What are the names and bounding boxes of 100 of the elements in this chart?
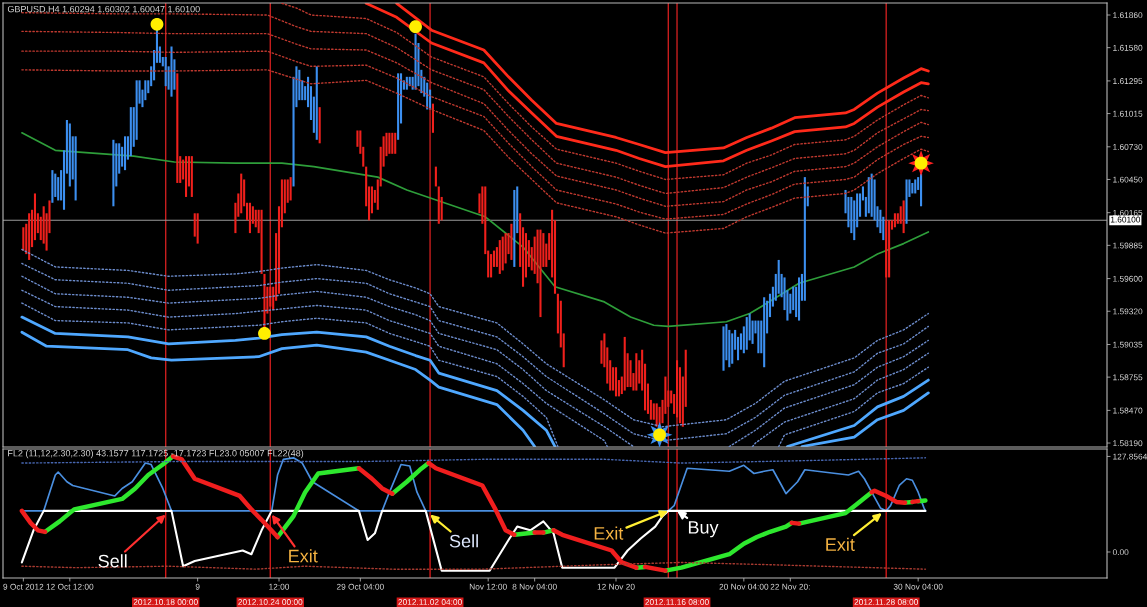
line-series — [21, 30, 930, 207]
point — [150, 17, 164, 31]
bar — [888, 220, 891, 278]
bar — [893, 213, 896, 228]
bar — [490, 254, 493, 278]
bar — [28, 213, 31, 260]
ref-line-label: 2012.10.18 00:00 — [133, 599, 198, 605]
annotation: Exit — [289, 549, 318, 563]
y-tick-label: 1.61580 — [1113, 44, 1143, 51]
bar — [318, 107, 321, 144]
ref-line-label: 1.60100 — [1110, 216, 1141, 223]
line-series — [281, 3, 930, 181]
bar — [655, 403, 658, 427]
y-tick-label: 1.58190 — [1113, 440, 1143, 447]
y-tick-label: 1.59035 — [1113, 341, 1143, 348]
bar — [722, 326, 725, 371]
bar — [635, 353, 638, 391]
bar — [920, 173, 923, 207]
y-tick-label: 1.59600 — [1113, 275, 1143, 282]
line-series — [21, 50, 930, 220]
bar — [248, 202, 251, 234]
bar — [870, 173, 873, 217]
bar — [498, 240, 501, 274]
y-tick-label: 0.00 — [1112, 549, 1129, 556]
y-tick-label: 1.60165 — [1113, 209, 1143, 216]
bar — [112, 139, 115, 207]
y-tick-label: 1.59320 — [1113, 308, 1143, 315]
y-tick-label: 1.61860 — [1113, 12, 1143, 19]
x-tick-label: 12:00 — [269, 583, 290, 590]
bar — [74, 136, 77, 201]
x-tick-label: 9 Oct 2012 — [3, 583, 44, 590]
x-tick-label: 29 Oct 04:00 — [336, 583, 384, 590]
x-tick-label: 9 — [195, 583, 200, 590]
bar — [902, 200, 905, 234]
bar — [240, 173, 243, 214]
bar — [763, 297, 766, 368]
x-tick-label: 8 Nov 04:00 — [512, 583, 557, 590]
bar — [263, 273, 266, 330]
y-tick-label: 1.61295 — [1113, 78, 1143, 85]
bar — [501, 236, 504, 271]
bar — [914, 179, 917, 194]
x-tick-label: 12 Oct 12:00 — [46, 583, 94, 590]
bar — [731, 333, 734, 364]
bar — [437, 186, 440, 224]
bar — [911, 182, 914, 194]
bar — [614, 367, 618, 397]
bar — [905, 179, 908, 224]
y-tick-label: 1.58755 — [1113, 374, 1143, 381]
annotation: Buy — [688, 521, 719, 538]
bar — [539, 229, 542, 318]
bar — [190, 156, 193, 197]
bar — [289, 177, 292, 201]
line-series — [21, 131, 930, 328]
ref-line-label: 2012.11.28 08:00 — [854, 599, 919, 605]
bar — [885, 220, 888, 278]
annotation: Exit — [594, 526, 624, 540]
bar — [510, 223, 513, 260]
bar — [623, 336, 626, 391]
annotation: Sell — [449, 534, 478, 548]
x-tick-label: Nov 12:00 — [469, 583, 507, 590]
bar — [129, 107, 132, 157]
bar — [745, 317, 748, 350]
bar — [123, 136, 127, 171]
bar — [388, 132, 391, 154]
y-tick-label: 1.60450 — [1113, 176, 1143, 183]
point — [409, 20, 422, 34]
bar — [803, 177, 806, 301]
bar — [196, 213, 199, 244]
bar — [315, 66, 318, 140]
line-series — [21, 11, 930, 195]
x-tick-label: 30 Nov 04:00 — [893, 583, 943, 590]
y-tick-label: 127.8564 — [1113, 453, 1147, 460]
x-tick-label: 12 Nov 20 — [597, 583, 635, 590]
y-tick-label: 1.59885 — [1113, 242, 1143, 249]
bar — [757, 320, 760, 354]
x-tick-label: 20 Nov 04:00 — [719, 583, 769, 590]
ref-line-label: 2012.10.24 00:00 — [238, 599, 303, 605]
bar — [176, 73, 179, 183]
y-tick-label: 1.58470 — [1113, 407, 1143, 414]
bar — [51, 170, 54, 203]
bar — [798, 277, 801, 321]
annotation: Exit — [826, 537, 855, 551]
bar — [22, 227, 25, 251]
bar — [184, 156, 188, 197]
y-tick-label: 1.60730 — [1113, 144, 1143, 150]
bar — [394, 132, 397, 154]
chart-title: GBPUSD,H4 1.60294 1.60302 1.60047 1.60100 — [7, 5, 200, 14]
x-tick-label: 22 Nov 20: — [770, 583, 810, 590]
bar — [170, 46, 173, 97]
bar — [867, 177, 870, 214]
bar — [397, 73, 400, 140]
point — [258, 327, 271, 340]
ref-line-label: 2012.11.02 04:00 — [398, 599, 462, 605]
bar — [260, 209, 263, 274]
bar — [68, 123, 71, 187]
annotation: Sell — [98, 554, 127, 568]
ref-line-label: 2012.11.16 08:00 — [645, 599, 709, 605]
y-tick-label: 1.61015 — [1113, 110, 1143, 117]
bar — [431, 103, 435, 133]
line-series — [20, 509, 927, 572]
